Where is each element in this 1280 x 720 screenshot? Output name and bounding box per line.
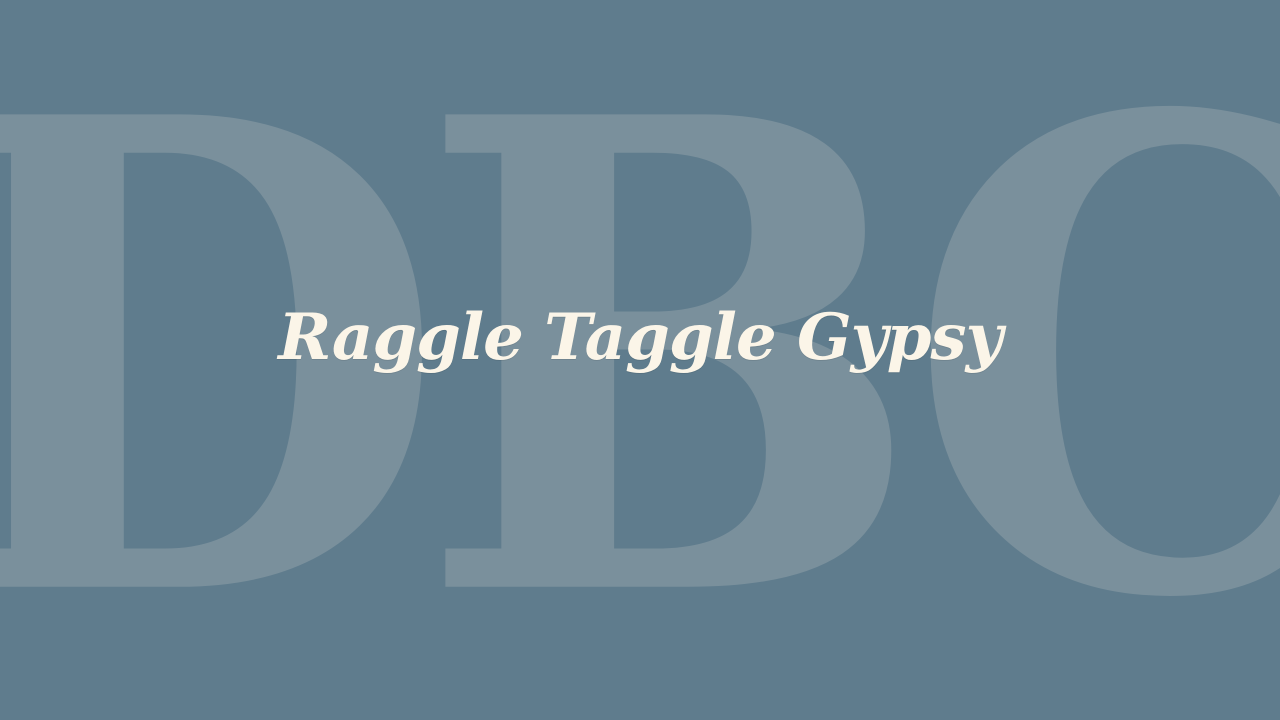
song-title: Raggle Taggle Gypsy xyxy=(278,300,1003,375)
